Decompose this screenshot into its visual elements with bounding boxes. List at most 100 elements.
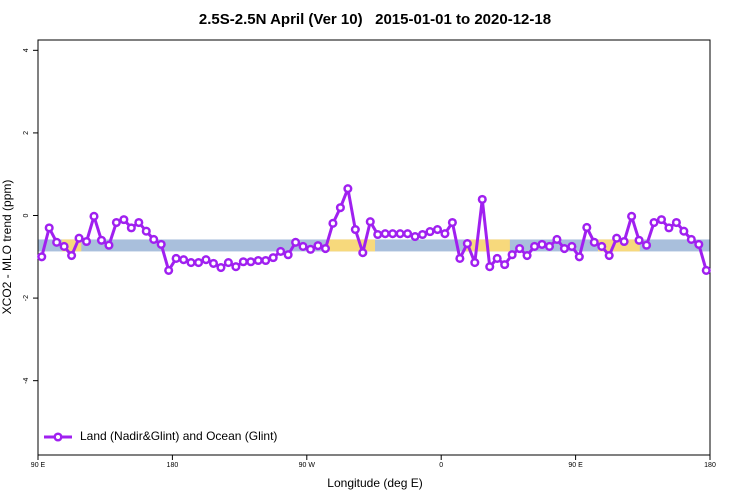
band-highlight (326, 239, 376, 252)
y-tick-label: 4 (23, 48, 30, 52)
data-point (701, 265, 711, 275)
data-point (477, 194, 487, 204)
legend-swatch-marker (53, 432, 63, 442)
x-tick-label: 180 (167, 462, 179, 469)
band-highlight (61, 239, 82, 252)
data-point (567, 241, 577, 252)
data-point (410, 232, 420, 242)
data-point (634, 235, 644, 245)
data-point (582, 222, 592, 233)
data-point (59, 241, 69, 252)
data-point (350, 224, 360, 235)
data-point (126, 223, 136, 233)
data-point (156, 239, 166, 249)
data-point (89, 211, 99, 221)
x-axis-label: Longitude (deg E) (327, 476, 422, 490)
data-point (74, 233, 84, 243)
data-point (305, 244, 316, 254)
data-point (686, 234, 696, 244)
chart-title: 2.5S-2.5N April (Ver 10) 2015-01-01 to 2… (199, 11, 551, 28)
data-point (104, 240, 114, 250)
data-point (671, 217, 681, 228)
data-point (395, 229, 405, 239)
data-point (522, 251, 532, 261)
x-tick-label: 90 E (568, 462, 583, 469)
band-highlight (598, 239, 640, 252)
data-point (597, 241, 607, 252)
data-point (134, 217, 144, 228)
data-point (164, 265, 174, 275)
data-point (320, 243, 331, 254)
legend-label: Land (Nadir&Glint) and Ocean (Glint) (80, 429, 277, 443)
data-point (544, 241, 555, 252)
plot-frame (37, 39, 711, 456)
data-point (313, 241, 323, 251)
data-point (276, 246, 286, 256)
y-tick-label: 2 (23, 131, 30, 135)
data-point (537, 239, 547, 249)
data-point (261, 255, 271, 266)
data-point (612, 233, 622, 243)
data-point (111, 217, 121, 228)
data-point (291, 237, 301, 247)
data-point (37, 252, 47, 262)
x-tick-label: 0 (439, 462, 443, 469)
data-point (141, 226, 151, 236)
data-point (253, 255, 263, 266)
x-tick-label: 90 E (31, 462, 46, 469)
data-point (67, 251, 77, 261)
data-point (335, 203, 345, 213)
data-point (485, 262, 495, 272)
data-point (373, 229, 383, 240)
data-point (298, 241, 308, 252)
data-point (365, 217, 375, 227)
data-point (574, 252, 584, 262)
y-tick-label: -4 (23, 377, 30, 383)
x-tick-label: 90 W (299, 462, 316, 469)
y-tick-label: 0 (23, 213, 30, 217)
data-point (380, 229, 390, 239)
data-point (358, 248, 368, 258)
data-point (238, 257, 248, 267)
data-point (529, 241, 540, 252)
data-point (641, 240, 652, 250)
data-point (171, 253, 181, 263)
data-point (193, 258, 204, 268)
y-tick-label: -2 (23, 295, 30, 301)
data-point (246, 257, 256, 267)
data-point (223, 258, 233, 268)
data-point (694, 239, 704, 249)
data-point (96, 235, 107, 245)
data-point (119, 215, 129, 225)
x-tick-label: 180 (704, 462, 716, 469)
data-point (656, 215, 667, 225)
data-point (627, 211, 637, 221)
data-point (552, 234, 562, 244)
data-point (208, 258, 219, 268)
data-point (462, 239, 472, 249)
data-point (179, 255, 189, 265)
data-point (470, 258, 480, 268)
data-point (664, 223, 674, 233)
data-point (492, 253, 502, 263)
data-point (52, 237, 62, 247)
data-point (186, 258, 196, 268)
data-point (604, 251, 614, 261)
y-axis-label: XCO2 - MLO trend (ppm) (0, 180, 14, 315)
data-point (149, 234, 159, 244)
data-point (268, 253, 278, 263)
data-point (507, 250, 517, 260)
data-point (589, 237, 599, 247)
data-point (619, 236, 629, 247)
data-point (425, 227, 435, 237)
data-point (649, 217, 659, 228)
data-point (231, 262, 241, 272)
data-point (500, 260, 510, 270)
data-point (440, 229, 450, 239)
data-point (388, 229, 398, 239)
data-point (44, 223, 54, 233)
data-point (455, 253, 465, 263)
data-point (216, 262, 226, 273)
data-point (559, 243, 569, 254)
